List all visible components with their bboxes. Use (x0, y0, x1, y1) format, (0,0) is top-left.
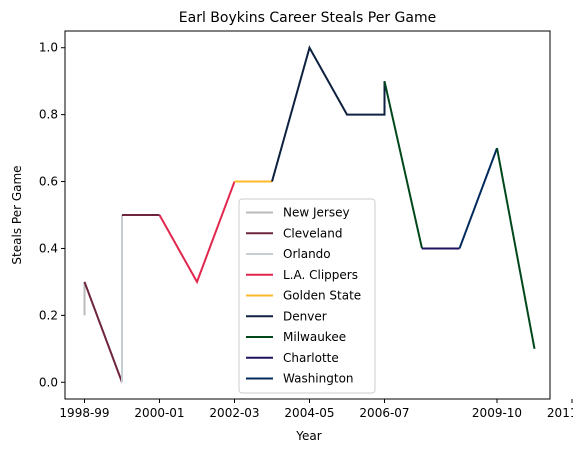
y-tick-label: 0.4 (39, 241, 58, 255)
legend-box (238, 198, 376, 394)
x-tick-label: 2009-10 (472, 406, 522, 420)
x-tick-label: 2000-01 (134, 406, 184, 420)
legend-label-washington: Washington (283, 372, 354, 386)
legend-label-cleveland: Cleveland (283, 226, 343, 240)
y-axis-label: Steals Per Game (10, 165, 24, 264)
x-tick-label: 2006-07 (359, 406, 409, 420)
x-axis-label: Year (295, 429, 321, 443)
legend-label-golden-state: Golden State (283, 289, 361, 303)
x-tick-label: 1998-99 (59, 406, 109, 420)
y-tick-label: 0.6 (39, 175, 58, 189)
series-line-milwaukee (383, 80, 423, 249)
legend-label-new-jersey: New Jersey (283, 206, 350, 220)
x-axis-ticks: 1998-99 2000-01 2002-03 2004-05 2006-07 2009-… (59, 399, 573, 420)
x-tick-label: 2002-03 (209, 406, 259, 420)
series-line-denver (271, 45, 386, 182)
plot-area-frame (64, 30, 551, 400)
legend-label-charlotte: Charlotte (283, 351, 339, 365)
x-tick-label: 2004-05 (284, 406, 334, 420)
legend: New Jersey Cleveland Orlando L.A. Clippers G… (238, 198, 376, 394)
x-tick-label: 2011-12 (547, 406, 573, 420)
legend-label-l-a-clippers: L.A. Clippers (283, 268, 358, 282)
series-line-milwaukee (496, 147, 536, 350)
chart-title: Earl Boykins Career Steals Per Game (179, 10, 436, 26)
y-tick-label: 0.8 (39, 108, 58, 122)
legend-label-denver: Denver (283, 309, 327, 323)
y-tick-label: 1.0 (39, 41, 58, 55)
legend-label-milwaukee: Milwaukee (283, 330, 346, 344)
series-line-cleveland (83, 281, 123, 383)
series-line-l-a-clippers (158, 181, 236, 285)
plot-lines (83, 45, 536, 383)
series-line-washington (458, 147, 498, 249)
legend-label-orlando: Orlando (283, 247, 331, 261)
y-axis-ticks: 0.0 0.2 0.4 0.6 0.8 1.0 (39, 41, 65, 389)
y-tick-label: 0.0 (39, 375, 58, 389)
y-tick-label: 0.2 (39, 308, 58, 322)
